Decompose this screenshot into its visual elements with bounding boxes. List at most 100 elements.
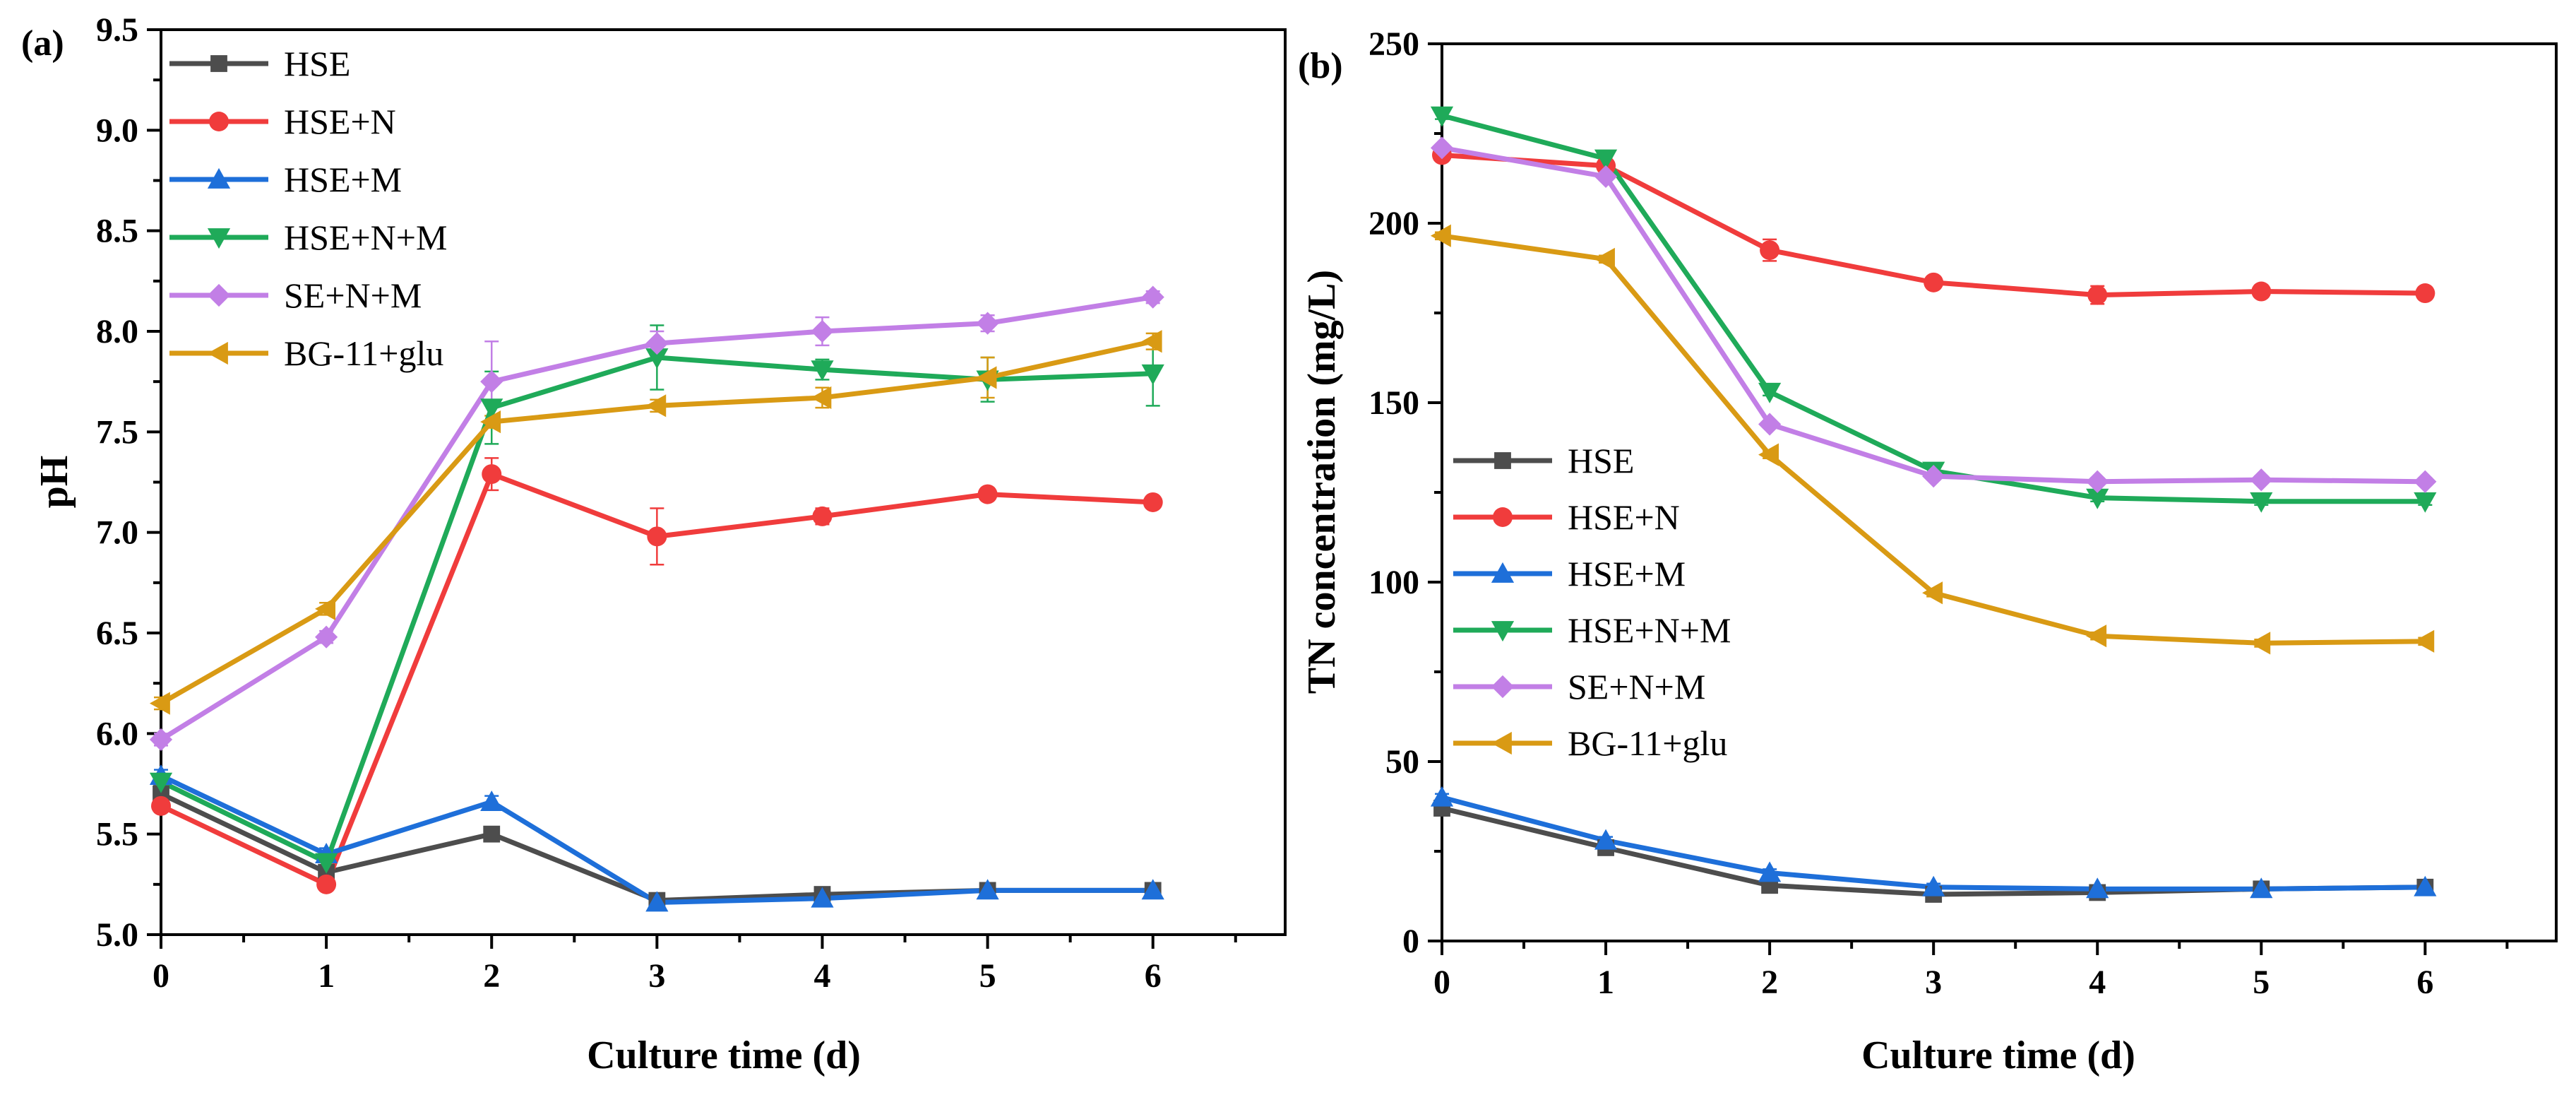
panel-a-y-tick-label: 7.5 bbox=[96, 413, 138, 451]
panel-a-point-hse-m bbox=[645, 891, 669, 912]
panel-b-legend-item-hse-n: HSE+N bbox=[1453, 497, 1680, 537]
panel-a-legend-label: HSE+M bbox=[284, 160, 402, 199]
panel-a-ticks: 0 1 2 3 4 5 6 5.0 5.5 6.0 6.5 7.0 7.5 8.0 8.5 9.0 9.5 bbox=[96, 11, 1237, 995]
panel-b-legend-swatch-marker bbox=[1493, 507, 1513, 527]
panel-b-x-tick-label: 3 bbox=[1925, 964, 1942, 1001]
panel-a-point-se-n-m bbox=[976, 312, 999, 335]
panel-a-point-hse-n-m bbox=[1141, 364, 1164, 385]
panel-b-point-hse-n-m bbox=[2414, 492, 2437, 513]
panel-a-legend-label: SE+N+M bbox=[284, 276, 422, 315]
panel-a-legend-item-hse-n-m: HSE+N+M bbox=[169, 218, 447, 257]
panel-b-point-se-n-m bbox=[2414, 470, 2437, 493]
panel-a-legend-swatch-marker bbox=[209, 112, 229, 131]
panel-a-legend-swatch-marker bbox=[207, 228, 231, 249]
panel-b-point-se-n-m bbox=[1922, 465, 1945, 488]
panel-b-point-hse-m bbox=[1758, 861, 1782, 882]
panel-b-point-se-n-m bbox=[1594, 165, 1618, 189]
panel-b-point-hse-n bbox=[1760, 240, 1780, 261]
panel-b-point-se-n-m bbox=[2250, 468, 2273, 492]
panel-a-x-tick-label: 2 bbox=[483, 957, 500, 995]
panel-a-point-hse-n bbox=[151, 795, 171, 816]
panel-b-y-tick-label: 50 bbox=[1385, 743, 1419, 781]
panel-a-label: (a) bbox=[21, 23, 64, 64]
panel-b-legend: HSE HSE+N HSE+M HSE+N+M SE+N+M BG-11+glu bbox=[1453, 441, 1731, 763]
panel-b-point-bg-11-glu bbox=[1758, 443, 1779, 466]
panel-b-point-bg-11-glu bbox=[2250, 632, 2271, 655]
panel-b-legend-swatch-marker bbox=[1491, 675, 1515, 699]
panel-b-y-tick-label: 250 bbox=[1368, 25, 1419, 63]
panel-b-y-axis-title: TN concentration (mg/L) bbox=[1300, 270, 1344, 694]
panel-a-point-hse-n-m bbox=[811, 360, 834, 381]
panel-b-y-tick-label: 150 bbox=[1368, 384, 1419, 422]
panel-a-legend-item-hse-m: HSE+M bbox=[169, 160, 402, 199]
panel-b-legend-label: BG-11+glu bbox=[1568, 723, 1727, 763]
panel-a-point-hse bbox=[483, 825, 501, 843]
panel-a-point-hse-m bbox=[976, 879, 999, 900]
panel-b-legend-label: HSE+M bbox=[1568, 554, 1686, 593]
panel-a-y-tick-label: 6.5 bbox=[96, 615, 138, 652]
panel-a-point-se-n-m bbox=[645, 331, 669, 355]
panel-a-point-hse-n-m bbox=[315, 853, 338, 874]
panel-b-legend-item-bg-11-glu: BG-11+glu bbox=[1453, 723, 1727, 763]
panel-b-legend-swatch-marker bbox=[1491, 562, 1515, 583]
panel-a-markers bbox=[149, 285, 1164, 912]
panel-b-legend-item-hse-m: HSE+M bbox=[1453, 554, 1686, 593]
panel-b-point-hse-m bbox=[1922, 875, 1945, 896]
panel-b-y-tick-label: 200 bbox=[1368, 205, 1419, 242]
panel-b-legend-swatch-marker bbox=[1494, 452, 1511, 469]
panel-a-legend-swatch-marker bbox=[207, 283, 231, 307]
panel-b-point-hse-n bbox=[1924, 272, 1944, 292]
panel-b-point-se-n-m bbox=[1758, 413, 1782, 436]
panel-b-x-tick-label: 4 bbox=[2089, 964, 2106, 1001]
panel-b-legend-item-hse: HSE bbox=[1453, 441, 1634, 480]
panel-b-ticks: 0 1 2 3 4 5 6 0 50 100 150 200 250 bbox=[1368, 25, 2509, 1001]
panel-b-legend-label: HSE+N+M bbox=[1568, 610, 1731, 650]
panel-a-point-bg-11-glu bbox=[315, 597, 335, 620]
panel-a-point-bg-11-glu bbox=[976, 366, 997, 389]
panel-a-point-hse-n-m bbox=[149, 772, 173, 793]
panel-b-point-bg-11-glu bbox=[2086, 625, 2107, 648]
panel-a-y-tick-label: 9.0 bbox=[96, 112, 138, 149]
panel-a-legend-label: HSE+N+M bbox=[284, 218, 447, 257]
panel-a-legend-item-bg-11-glu: BG-11+glu bbox=[169, 333, 443, 373]
panel-a-legend: HSE HSE+N HSE+M HSE+N+M SE+N+M BG-11+glu bbox=[169, 44, 447, 373]
panel-b-x-tick-label: 2 bbox=[1761, 964, 1778, 1001]
panel-a-legend-swatch-marker bbox=[210, 55, 227, 72]
panel-a-x-tick-label: 3 bbox=[648, 957, 665, 995]
panel-b-x-axis-title: Culture time (d) bbox=[1861, 1034, 2135, 1077]
panel-a-ph-chart: (a) 0 1 2 3 4 5 6 5.0 5.5 6.0 6.5 7.0 7.5 8.0 8.5 9.0 9.… bbox=[21, 11, 1287, 1077]
panel-b-point-hse-m bbox=[2086, 877, 2109, 899]
panel-a-y-tick-label: 7.0 bbox=[96, 514, 138, 552]
panel-a-y-tick-label: 5.5 bbox=[96, 816, 138, 853]
panel-a-point-hse-n-m bbox=[480, 398, 503, 420]
panel-a-legend-swatch-marker bbox=[207, 167, 231, 189]
panel-a-y-tick-label: 8.5 bbox=[96, 213, 138, 250]
panel-a-point-bg-11-glu bbox=[811, 386, 832, 410]
panel-b-point-bg-11-glu bbox=[1430, 224, 1451, 247]
panel-a-point-bg-11-glu bbox=[1141, 330, 1162, 353]
panel-b-point-hse-n-m bbox=[1430, 106, 1454, 127]
panel-b-legend-label: HSE bbox=[1568, 441, 1634, 480]
panel-b-legend-label: SE+N+M bbox=[1568, 667, 1705, 706]
panel-a-legend-label: BG-11+glu bbox=[284, 333, 443, 373]
panel-b-legend-item-se-n-m: SE+N+M bbox=[1453, 667, 1705, 706]
panel-b-point-bg-11-glu bbox=[2414, 629, 2435, 653]
panel-a-point-se-n-m bbox=[480, 370, 503, 393]
panel-b-point-bg-11-glu bbox=[1922, 581, 1943, 605]
panel-a-x-tick-label: 6 bbox=[1145, 957, 1162, 995]
panel-b-legend-item-hse-n-m: HSE+N+M bbox=[1453, 610, 1731, 650]
panel-a-point-bg-11-glu bbox=[645, 394, 667, 418]
panel-b-point-hse-n-m bbox=[1594, 149, 1618, 170]
panel-a-point-hse-n bbox=[977, 484, 998, 504]
panel-b-x-tick-label: 0 bbox=[1433, 964, 1450, 1001]
panel-a-y-tick-label: 5.0 bbox=[96, 916, 138, 954]
panel-a-point-se-n-m bbox=[811, 319, 834, 343]
panel-a-point-bg-11-glu bbox=[149, 692, 170, 715]
panel-a-legend-label: HSE bbox=[284, 44, 350, 83]
panel-b-point-hse-n-m bbox=[2250, 492, 2273, 513]
panel-a-legend-label: HSE+N bbox=[284, 102, 396, 141]
panel-b-point-bg-11-glu bbox=[1594, 247, 1615, 271]
panel-b-point-hse-n bbox=[2415, 283, 2435, 304]
